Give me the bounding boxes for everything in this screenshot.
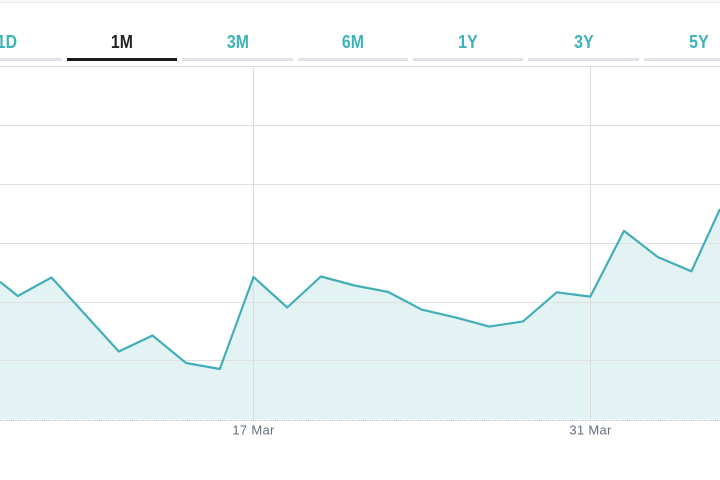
svg-text:31 Mar: 31 Mar: [569, 423, 612, 438]
svg-text:17 Mar: 17 Mar: [232, 423, 275, 438]
